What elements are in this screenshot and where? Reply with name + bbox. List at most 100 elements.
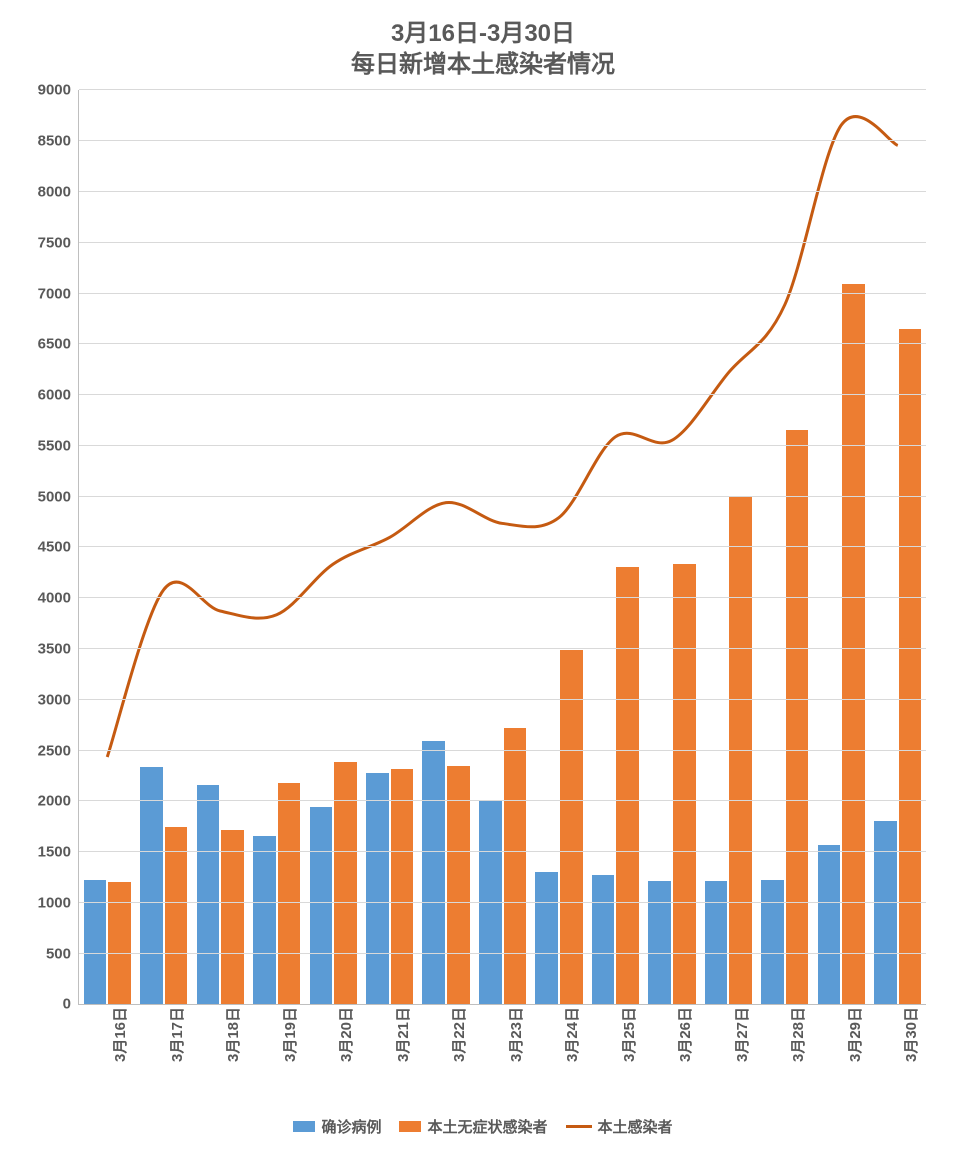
bar bbox=[391, 769, 414, 1004]
gridline bbox=[79, 242, 926, 243]
y-axis-label: 5500 bbox=[38, 437, 79, 454]
y-axis-label: 1000 bbox=[38, 894, 79, 911]
bar bbox=[705, 881, 728, 1005]
legend-item: 本土感染者 bbox=[566, 1116, 673, 1137]
x-axis-label: 3月16日 bbox=[83, 1007, 130, 1064]
category-group bbox=[870, 90, 926, 1004]
chart-container: 3月16日-3月30日 每日新增本土感染者情况 0500100015002000… bbox=[0, 0, 966, 1176]
bar bbox=[874, 821, 897, 1004]
y-axis-label: 8500 bbox=[38, 133, 79, 150]
gridline bbox=[79, 699, 926, 700]
category-group bbox=[813, 90, 869, 1004]
bar bbox=[818, 845, 841, 1004]
legend-item: 本土无症状感染者 bbox=[399, 1116, 547, 1137]
gridline bbox=[79, 800, 926, 801]
chart-title: 3月16日-3月30日 每日新增本土感染者情况 bbox=[20, 18, 946, 80]
legend-bar-icon bbox=[293, 1121, 315, 1132]
legend-label: 本土无症状感染者 bbox=[427, 1116, 547, 1137]
x-axis-label: 3月24日 bbox=[535, 1007, 582, 1064]
bar bbox=[197, 785, 220, 1004]
y-axis-label: 6000 bbox=[38, 387, 79, 404]
bar bbox=[899, 329, 922, 1004]
bar bbox=[761, 880, 784, 1005]
category-group bbox=[418, 90, 474, 1004]
gridline bbox=[79, 597, 926, 598]
category-group bbox=[135, 90, 191, 1004]
gridline bbox=[79, 546, 926, 547]
bar bbox=[447, 766, 470, 1004]
y-axis-label: 9000 bbox=[38, 82, 79, 99]
bar bbox=[842, 284, 865, 1004]
gridline bbox=[79, 648, 926, 649]
x-axis-label: 3月28日 bbox=[761, 1007, 808, 1064]
bar bbox=[616, 567, 639, 1005]
gridline bbox=[79, 89, 926, 90]
y-axis-label: 5000 bbox=[38, 488, 79, 505]
bar bbox=[673, 564, 696, 1004]
category-group bbox=[757, 90, 813, 1004]
bar bbox=[165, 827, 188, 1004]
gridline bbox=[79, 953, 926, 954]
y-axis-label: 3500 bbox=[38, 640, 79, 657]
bars-layer bbox=[79, 90, 926, 1004]
gridline bbox=[79, 191, 926, 192]
bar bbox=[278, 783, 301, 1004]
bar bbox=[786, 430, 809, 1005]
y-axis-label: 7000 bbox=[38, 285, 79, 302]
x-axis-label: 3月30日 bbox=[874, 1007, 921, 1064]
bar bbox=[140, 767, 163, 1004]
bar bbox=[592, 875, 615, 1004]
bar bbox=[221, 830, 244, 1004]
x-axis-label: 3月20日 bbox=[309, 1007, 356, 1064]
plot-area: 0500100015002000250030003500400045005000… bbox=[78, 90, 926, 1005]
x-axis-label: 3月21日 bbox=[365, 1007, 412, 1064]
category-group bbox=[192, 90, 248, 1004]
bar bbox=[729, 497, 752, 1004]
x-axis-label: 3月22日 bbox=[422, 1007, 469, 1064]
bar bbox=[310, 807, 333, 1005]
gridline bbox=[79, 343, 926, 344]
category-group bbox=[531, 90, 587, 1004]
category-group bbox=[700, 90, 756, 1004]
x-axis-label: 3月18日 bbox=[196, 1007, 243, 1064]
gridline bbox=[79, 750, 926, 751]
category-group bbox=[79, 90, 135, 1004]
category-group bbox=[248, 90, 304, 1004]
gridline bbox=[79, 902, 926, 903]
x-axis-label: 3月25日 bbox=[592, 1007, 639, 1064]
legend-bar-icon bbox=[399, 1121, 421, 1132]
x-axis-label: 3月23日 bbox=[478, 1007, 525, 1064]
category-group bbox=[587, 90, 643, 1004]
bar bbox=[504, 728, 527, 1004]
bar bbox=[253, 836, 276, 1004]
bar bbox=[108, 882, 131, 1004]
category-group bbox=[361, 90, 417, 1004]
legend: 确诊病例 本土无症状感染者本土感染者 bbox=[20, 1116, 946, 1137]
bar bbox=[84, 880, 107, 1005]
y-axis-label: 2500 bbox=[38, 742, 79, 759]
category-group bbox=[305, 90, 361, 1004]
gridline bbox=[79, 445, 926, 446]
x-axis-label: 3月19日 bbox=[252, 1007, 299, 1064]
y-axis-label: 6500 bbox=[38, 336, 79, 353]
legend-line-icon bbox=[566, 1125, 592, 1128]
y-axis-label: 0 bbox=[63, 996, 79, 1013]
legend-item: 确诊病例 bbox=[293, 1116, 381, 1137]
chart-title-line1: 3月16日-3月30日 bbox=[20, 18, 946, 49]
gridline bbox=[79, 293, 926, 294]
gridline bbox=[79, 140, 926, 141]
gridline bbox=[79, 851, 926, 852]
y-axis-label: 1500 bbox=[38, 844, 79, 861]
bar bbox=[648, 881, 671, 1005]
y-axis-label: 4500 bbox=[38, 539, 79, 556]
bar bbox=[560, 650, 583, 1004]
y-axis-label: 3000 bbox=[38, 691, 79, 708]
y-axis-label: 500 bbox=[46, 945, 79, 962]
gridline bbox=[79, 394, 926, 395]
legend-label: 确诊病例 bbox=[321, 1116, 381, 1137]
x-axis-label: 3月17日 bbox=[139, 1007, 186, 1064]
x-axis-label: 3月26日 bbox=[648, 1007, 695, 1064]
category-group bbox=[644, 90, 700, 1004]
bar bbox=[535, 872, 558, 1004]
x-axis-labels: 3月16日3月17日3月18日3月19日3月20日3月21日3月22日3月23日… bbox=[78, 1011, 926, 1058]
